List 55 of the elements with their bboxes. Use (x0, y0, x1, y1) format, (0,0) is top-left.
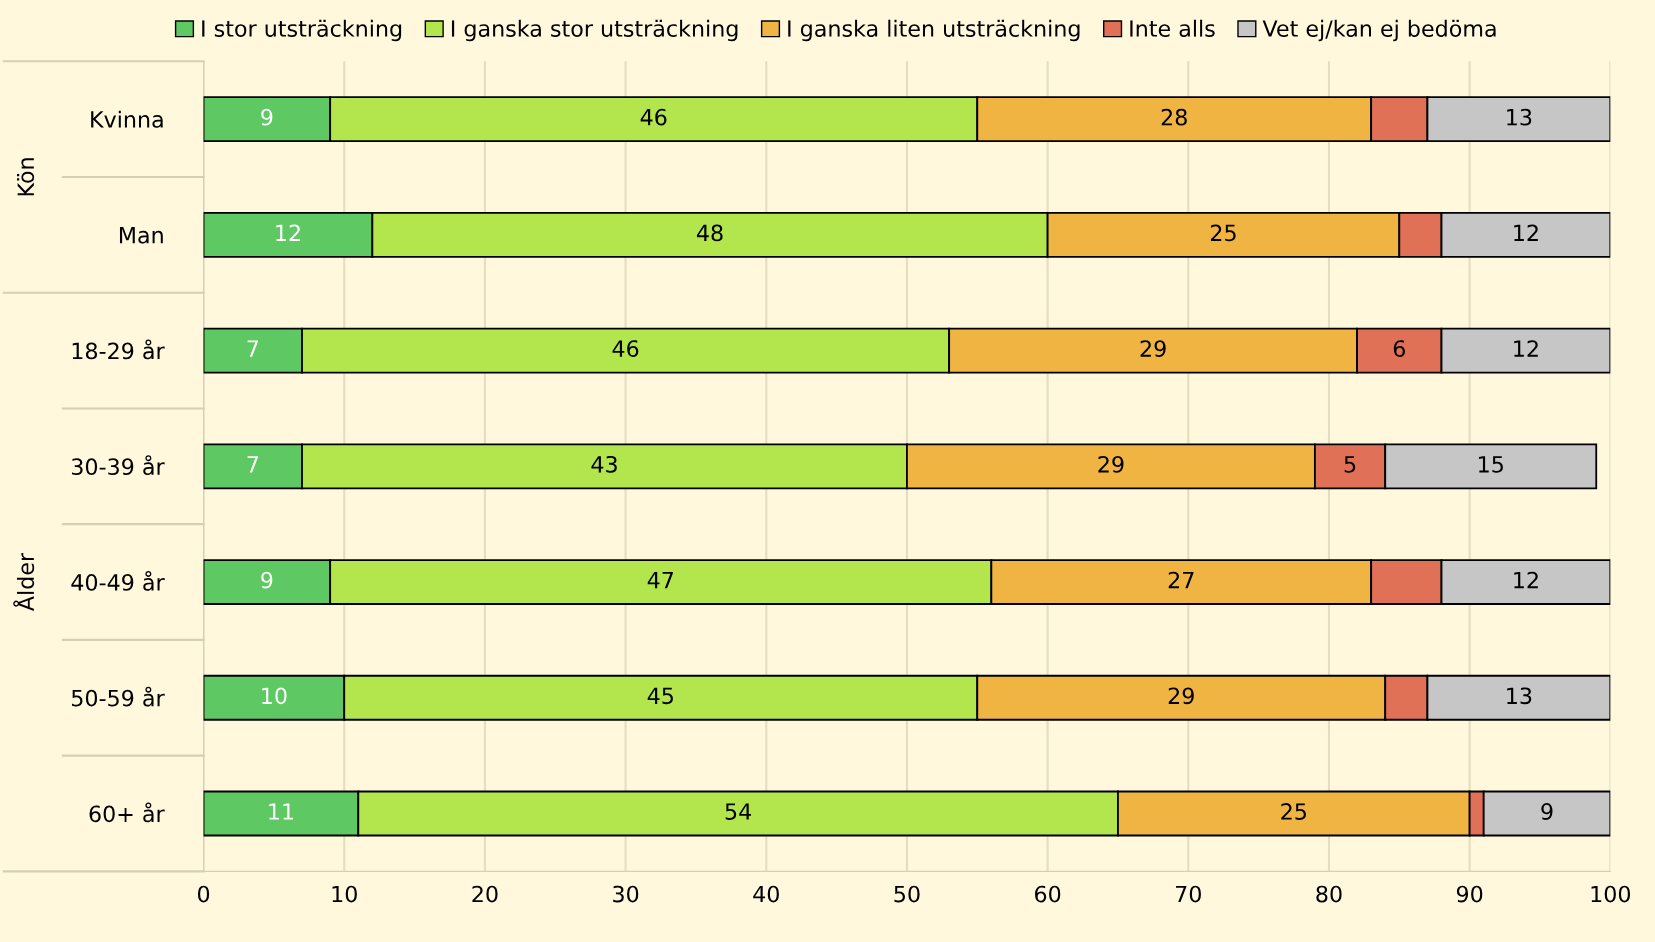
data-label: 7 (247, 456, 258, 473)
data-label: 54 (725, 803, 752, 820)
data-label: 48 (696, 224, 723, 242)
x-tick-label: 50 (894, 885, 920, 903)
y-tick-label: Man (119, 227, 163, 244)
data-label: 28 (1161, 108, 1187, 126)
data-label: 43 (591, 455, 617, 473)
data-label: 29 (1140, 340, 1166, 358)
x-tick-label: 60 (1035, 885, 1061, 903)
x-tick-label: 10 (332, 885, 357, 903)
legend-label: I ganska liten utsträckning (788, 19, 1080, 42)
data-label: 46 (612, 340, 639, 358)
data-label: 25 (1210, 224, 1236, 242)
legend-label: I ganska stor utsträckning (451, 19, 738, 42)
legend-label: Vet ej/kan ej bedöma (1262, 19, 1496, 42)
text: Ålder (13, 552, 35, 611)
data-label: 25 (1281, 803, 1306, 820)
y-tick-label: 30-39 år (71, 455, 165, 476)
y-tick-label: 18-29 år (72, 339, 165, 360)
text: Kön (17, 158, 35, 196)
data-label: 12 (1514, 571, 1538, 589)
data-label: 12 (1514, 224, 1538, 241)
y-tick-label: 50-59 år (72, 686, 165, 707)
data-label: 46 (640, 108, 667, 126)
data-label: 29 (1168, 687, 1194, 705)
y-tick-label: 40-49 år (71, 570, 165, 591)
legend-label: I stor utsträckning (202, 19, 402, 42)
legend-label: Inte alls (1130, 19, 1215, 37)
x-tick-label: 80 (1316, 885, 1342, 903)
y-tick-label: Kvinna (91, 110, 163, 128)
data-label: 9 (1541, 803, 1553, 820)
data-label: 12 (1514, 340, 1538, 357)
data-label: 10 (262, 687, 287, 705)
data-label: 5 (1344, 456, 1356, 473)
x-tick-label: 70 (1175, 885, 1201, 903)
data-label: 6 (1393, 340, 1405, 358)
data-label: 13 (1507, 108, 1532, 126)
data-label: 12 (276, 224, 300, 241)
data-label: 45 (647, 687, 673, 705)
data-label: 15 (1479, 456, 1503, 473)
data-label: 29 (1098, 455, 1124, 473)
data-label: 9 (261, 108, 273, 126)
data-label: 11 (269, 803, 294, 820)
data-label: 27 (1168, 571, 1194, 589)
data-label: 9 (261, 571, 273, 589)
x-tick-label: 20 (472, 885, 498, 903)
y-tick-label: 60+ år (89, 802, 165, 823)
x-tick-label: 100 (1591, 885, 1631, 903)
x-tick-label: 90 (1456, 885, 1483, 903)
data-label: 7 (247, 340, 258, 357)
x-tick-label: 0 (197, 885, 210, 903)
x-tick-label: 30 (613, 885, 639, 903)
data-label: 13 (1507, 687, 1532, 705)
data-label: 47 (647, 571, 673, 589)
x-tick-label: 40 (753, 885, 779, 903)
